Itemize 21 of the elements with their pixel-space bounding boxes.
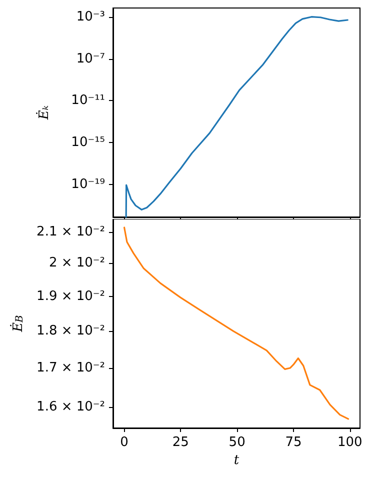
y-tick-label: 2 × 10⁻² [48,256,105,271]
y-axis-title: Ėₖ [36,105,52,121]
y-tick-label: 1.6 × 10⁻² [36,400,105,415]
y-axis-title: ĖB [10,315,26,333]
y-tick-label: 10⁻⁷ [76,51,105,66]
y-tick-label: 10⁻¹⁵ [71,135,105,150]
y-tick-label: 10⁻¹¹ [71,93,105,108]
y-tick-label: 10⁻³ [76,9,105,24]
line-series [125,16,348,218]
y-tick-label: 1.9 × 10⁻² [36,288,105,304]
x-axis-title: t [234,453,240,468]
x-tick-label: 0 [120,435,128,450]
x-tick-label: 75 [285,435,302,450]
y-tick-label: 2.1 × 10⁻² [36,224,105,240]
y-tick-label: 1.8 × 10⁻² [36,324,105,339]
x-tick-label: 25 [172,435,189,450]
y-tick-label: 1.7 × 10⁻² [36,360,105,376]
x-tick-label: 100 [337,435,362,450]
x-tick-label: 50 [228,435,246,450]
line-series [123,226,350,420]
y-tick-label: 10⁻¹⁹ [71,177,105,192]
